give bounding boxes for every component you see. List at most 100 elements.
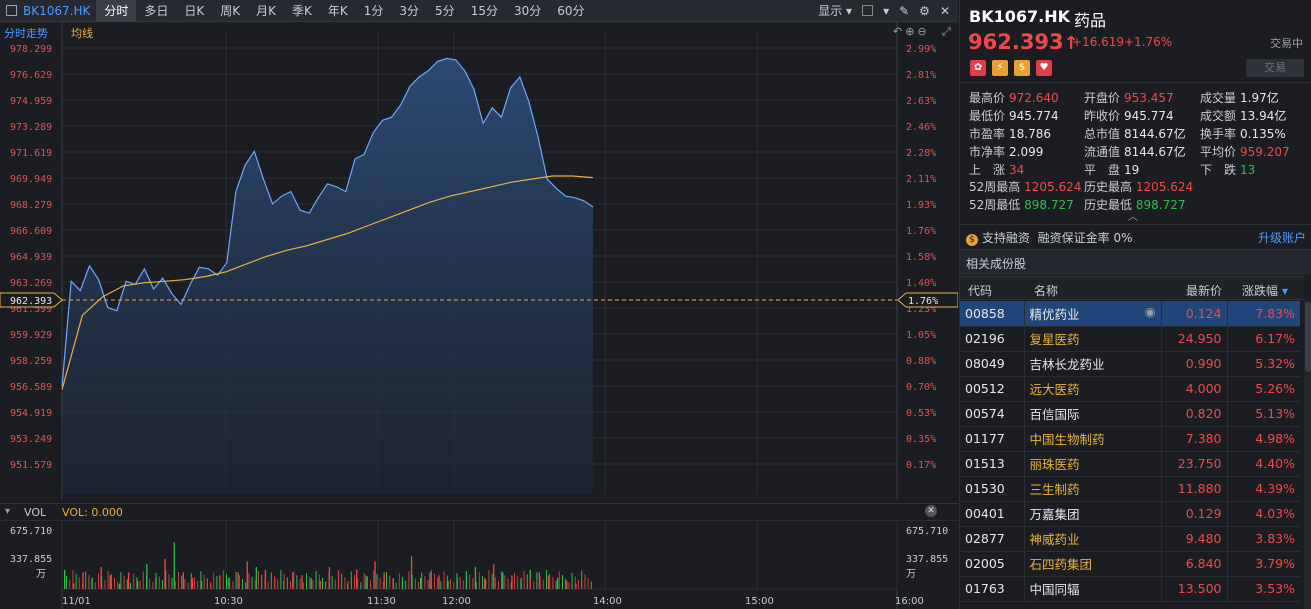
vol-bar: [517, 576, 519, 589]
vol-bar: [411, 574, 413, 589]
vol-bar: [478, 572, 480, 589]
legend-avg: 均线: [71, 27, 93, 40]
stat-0: 最高价 972.640: [969, 91, 1059, 105]
header-code[interactable]: 代码: [968, 284, 993, 298]
header-price[interactable]: 最新价: [1186, 284, 1223, 298]
stock-row[interactable]: 00512 远大医药 4.000 5.26%: [960, 376, 1300, 402]
pct-tick: 1.58%: [906, 252, 936, 263]
tab-12[interactable]: 60分: [557, 3, 585, 18]
pct-tick: 2.28%: [906, 148, 936, 159]
heart-icon[interactable]: ♥: [1036, 60, 1052, 76]
vol-bar: [255, 567, 257, 589]
vol-bar: [566, 580, 568, 590]
stock-row[interactable]: 01763 中国同辐 13.500 3.53%: [960, 576, 1300, 602]
view-icon[interactable]: ◉: [1144, 303, 1156, 319]
vol-bar: [173, 542, 175, 590]
price-tick: 963.269: [10, 278, 52, 289]
tab-5[interactable]: 季K: [292, 3, 312, 18]
vol-bar: [194, 577, 195, 589]
vol-bar: [325, 581, 327, 589]
trade-button[interactable]: 交易: [1246, 59, 1304, 77]
vol-bar: [283, 573, 285, 589]
vol-bar: [475, 581, 477, 589]
gear-icon[interactable]: ⚙: [919, 3, 930, 18]
tab-10[interactable]: 15分: [470, 3, 498, 18]
vol-bar: [459, 576, 461, 589]
brush-icon[interactable]: ✎: [899, 3, 910, 18]
vol-bar: [446, 575, 448, 589]
stock-row[interactable]: 02877 神威药业 9.480 3.83%: [960, 526, 1300, 552]
stock-code: 02877: [965, 531, 1005, 546]
tab-7[interactable]: 1分: [363, 3, 384, 18]
stock-row[interactable]: 01177 中国生物制药 7.380 4.98%: [960, 426, 1300, 452]
stat-1: 开盘价 953.457: [1084, 91, 1174, 105]
tab-3[interactable]: 周K: [220, 3, 241, 18]
scrollbar-thumb[interactable]: [1305, 302, 1311, 372]
vol-bar: [402, 577, 403, 589]
tab-0[interactable]: 分时: [96, 0, 137, 22]
vol-bar: [101, 576, 103, 589]
vol-bar: [408, 571, 410, 589]
stock-row[interactable]: 01530 三生制药 11.880 4.39%: [960, 476, 1300, 502]
checkbox-icon[interactable]: [862, 5, 874, 16]
pct-tick: 0.35%: [906, 434, 936, 445]
vol-bar: [584, 574, 586, 589]
vol-bar: [158, 576, 160, 589]
display-menu[interactable]: 显示 ▾: [818, 4, 853, 18]
vol-bar: [301, 575, 303, 590]
stock-name: 三生制药: [1029, 482, 1080, 497]
tab-11[interactable]: 30分: [513, 3, 542, 18]
vol-bar: [200, 571, 202, 589]
header-name[interactable]: 名称: [1034, 284, 1059, 298]
stock-code: 00401: [965, 506, 1005, 521]
vol-bar: [216, 576, 218, 589]
upgrade-link[interactable]: 升级账户: [1258, 231, 1307, 245]
vol-bar: [264, 578, 266, 589]
tab-2[interactable]: 日K: [184, 3, 205, 18]
vol-bar: [472, 578, 474, 589]
expand-icon[interactable]: ⤢: [942, 25, 951, 38]
tab-6[interactable]: 年K: [327, 3, 348, 18]
collapse-icon[interactable]: ▾: [5, 506, 11, 517]
vol-close-icon[interactable]: ✕: [925, 505, 937, 517]
header-pct[interactable]: 涨跌幅 ▾: [1242, 284, 1288, 298]
tab-8[interactable]: 3分: [399, 3, 420, 18]
vol-bar: [133, 573, 135, 589]
stock-row[interactable]: 00858 精优药业 ◉ 0.124 7.83%: [960, 301, 1300, 327]
vol-bar: [72, 570, 74, 589]
vol-bar: [562, 575, 563, 589]
hist-low-row: 历史最低 898.727: [1084, 198, 1186, 212]
badge-row: ✿ ⚡ $ ♥: [970, 60, 1052, 76]
stock-row[interactable]: 00574 百信国际 0.820 5.13%: [960, 401, 1300, 427]
related-title: 相关成份股: [966, 257, 1027, 271]
stock-name: 神威药业: [1029, 532, 1080, 547]
caret-down-icon[interactable]: ▾: [883, 3, 890, 18]
vol-bar: [82, 581, 83, 589]
vol-bar: [373, 570, 375, 589]
close-icon[interactable]: ✕: [939, 3, 950, 18]
vol-bar: [370, 580, 371, 589]
collapse-up-icon[interactable]: ︿: [1128, 212, 1138, 223]
vol-bar: [456, 573, 458, 589]
vol-bar: [331, 575, 333, 589]
stock-row[interactable]: 02005 石四药集团 6.840 3.79%: [960, 551, 1300, 577]
vol-bar: [94, 582, 96, 589]
vol-bar: [190, 573, 192, 589]
price-tick: 971.619: [10, 148, 52, 159]
tab-9[interactable]: 5分: [435, 3, 455, 18]
vol-bar: [238, 575, 240, 589]
vol-tick-right: 337.855: [906, 554, 948, 565]
stock-row[interactable]: 00401 万嘉集团 0.129 4.03%: [960, 501, 1300, 527]
scrollbar[interactable]: [1304, 301, 1311, 609]
vol-bar: [565, 578, 567, 589]
vol-bar: [488, 570, 490, 589]
tab-1[interactable]: 多日: [144, 3, 169, 18]
grid-icon[interactable]: [6, 5, 17, 16]
vol-bar: [379, 577, 381, 589]
stock-row[interactable]: 02196 复星医药 24.950 6.17%: [960, 326, 1300, 352]
tab-4[interactable]: 月K: [256, 3, 277, 18]
vol-bar: [286, 577, 288, 589]
stock-row[interactable]: 01513 丽珠医药 23.750 4.40%: [960, 451, 1300, 477]
stock-row[interactable]: 08049 吉林长龙药业 0.990 5.32%: [960, 351, 1300, 377]
zoom-controls[interactable]: ↶⊕⊖: [893, 25, 930, 38]
